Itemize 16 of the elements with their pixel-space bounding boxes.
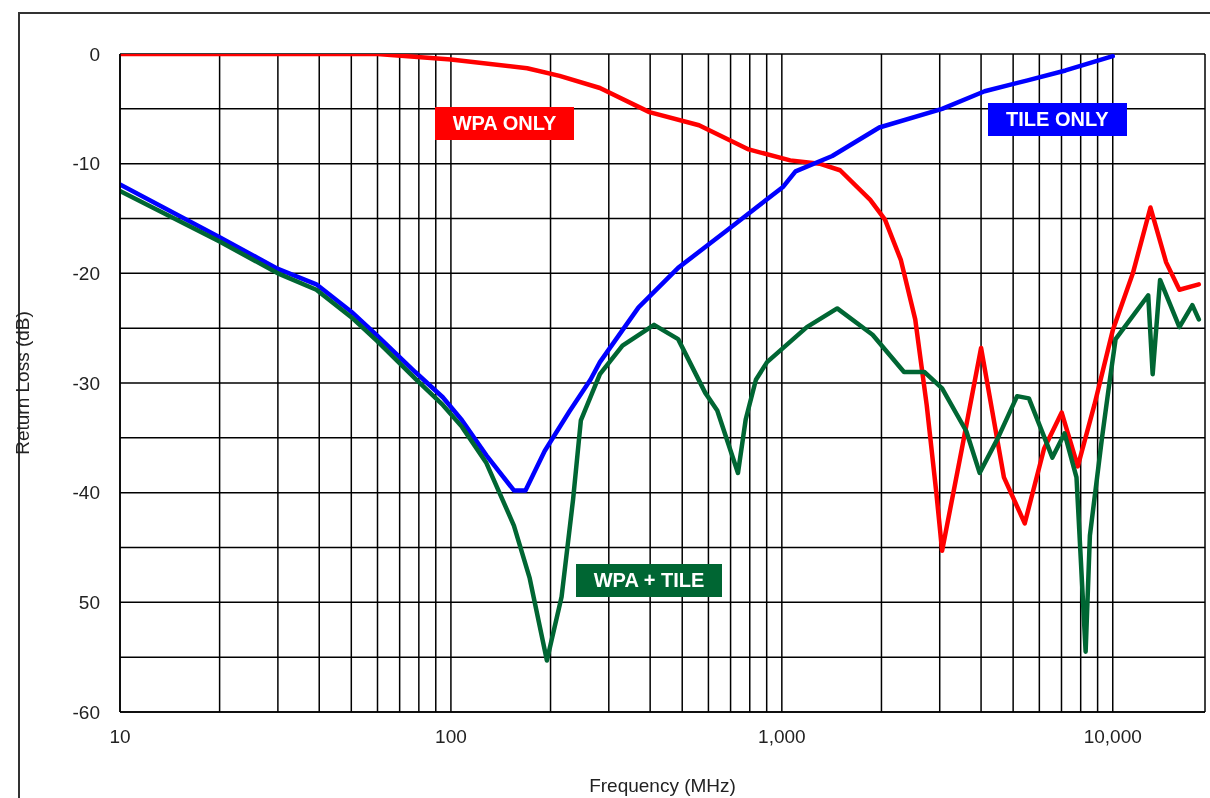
y-tick-label: -60	[72, 701, 100, 723]
y-axis-title: Return Loss (dB)	[11, 311, 33, 455]
x-tick-label: 10	[109, 726, 131, 748]
x-tick-label: 1,000	[758, 726, 806, 748]
y-tick-label: 0	[89, 43, 100, 65]
y-tick-label: -10	[72, 153, 100, 175]
series-label: WPA + TILE	[575, 563, 723, 597]
y-tick-label: -20	[72, 263, 100, 285]
series-label: WPA ONLY	[434, 106, 575, 140]
y-tick-label: -40	[72, 482, 100, 504]
series-label: TILE ONLY	[988, 103, 1127, 137]
y-tick-label: 50	[78, 592, 100, 614]
x-tick-label: 100	[435, 726, 467, 748]
y-tick-label: -30	[72, 372, 100, 394]
x-tick-label: 10,000	[1083, 726, 1142, 748]
x-axis-title: Frequency (MHz)	[589, 775, 736, 796]
